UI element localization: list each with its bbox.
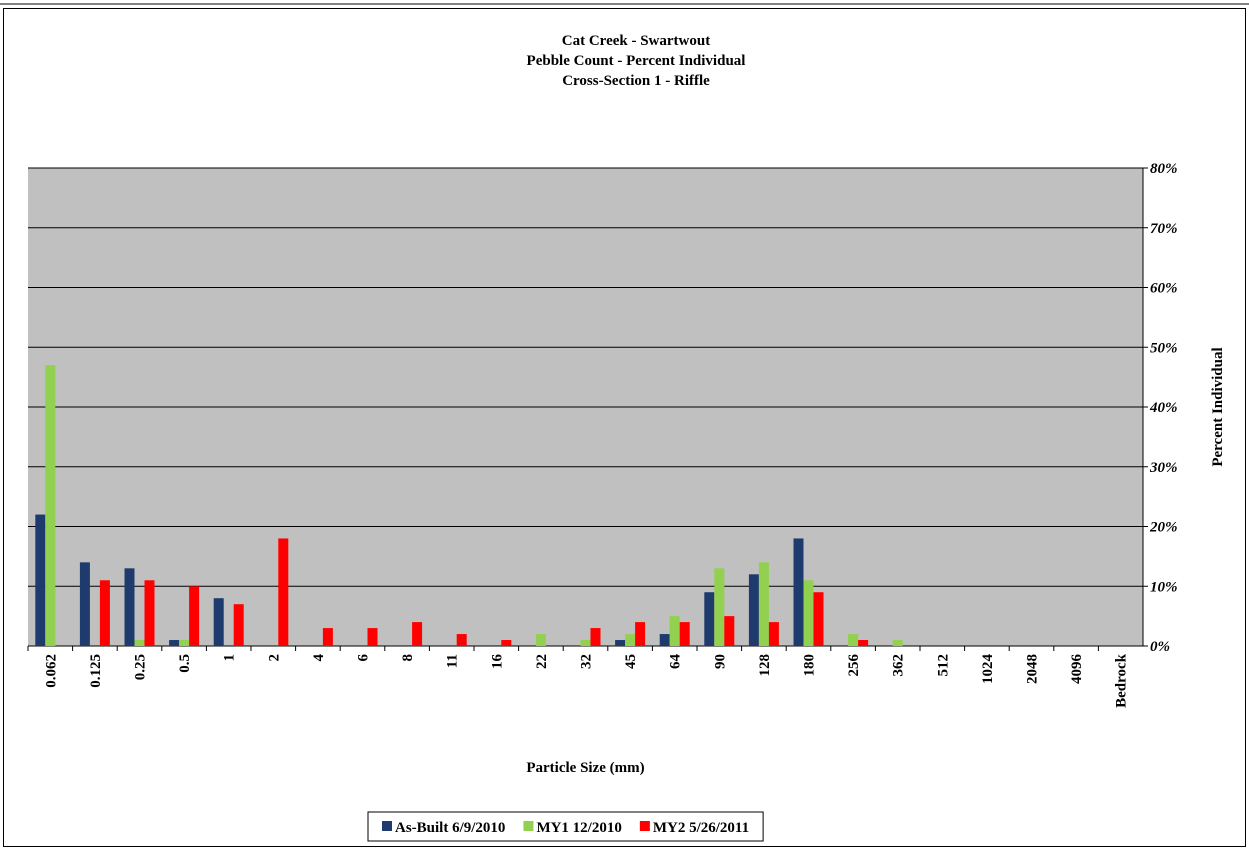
legend-label: MY2 5/26/2011 [653,820,749,836]
x-tick-label: 8 [400,654,416,662]
frame [3,8,1246,847]
bar [169,640,180,646]
x-tick-label: 6 [356,654,372,662]
bar [724,616,735,646]
bar [367,628,378,646]
x-tick-label: Bedrock [1114,653,1130,708]
bar [590,628,601,646]
x-tick-label: 45 [623,654,639,669]
x-tick-label: 0.5 [177,654,193,673]
y-tick-label: 30% [1149,460,1178,476]
bar [659,634,670,646]
x-tick-label: 0.25 [133,654,149,680]
bar [322,628,333,646]
x-tick-label: 11 [445,654,461,668]
x-tick-label: 2 [266,654,282,662]
bar [669,616,680,646]
bar [704,592,715,646]
bar [848,634,859,646]
legend-box [367,811,764,842]
bar [189,586,200,646]
bar [35,514,46,646]
bar [793,538,804,646]
bar [45,365,56,646]
x-tick-label: 1024 [980,654,996,685]
bar [813,592,824,646]
bar [714,568,725,646]
y-tick-label: 60% [1150,281,1178,297]
bar [679,622,690,646]
x-tick-label: 22 [534,654,550,669]
chart-title: Cat Creek - Swartwout [562,33,710,49]
x-tick-label: 256 [846,654,862,677]
y-tick-label: 50% [1150,340,1178,356]
y-tick-label: 0% [1150,639,1170,655]
y-tick-label: 20% [1149,520,1178,536]
bar [233,604,244,646]
bar [803,580,814,646]
legend-swatch [523,821,534,831]
bar [124,568,135,646]
x-tick-label: 90 [712,654,728,669]
legend-label: As-Built 6/9/2010 [395,820,505,836]
x-tick-label: 0.062 [43,654,59,688]
bar [278,538,289,646]
bar [758,562,769,646]
legend-swatch [382,821,392,831]
bar [892,640,903,646]
bar [501,640,512,646]
legend-swatch [639,821,650,831]
x-tick-label: 0.125 [88,654,104,688]
bar [134,640,145,646]
x-tick-label: 4 [311,654,327,662]
y-tick-label: 40% [1149,400,1178,416]
x-tick-label: 16 [489,654,505,670]
y-tick-label: 70% [1150,221,1178,237]
bar [144,580,155,646]
x-tick-label: 128 [757,654,773,677]
x-tick-label: 2048 [1025,654,1041,684]
x-tick-label: 32 [579,654,595,669]
x-tick-label: 4096 [1069,654,1085,685]
x-tick-label: 512 [935,654,951,677]
legend-label: MY1 12/2010 [536,820,621,836]
bar [179,640,190,646]
x-tick-label: 1 [222,654,238,662]
bar [625,634,636,646]
y-tick-label: 80% [1150,161,1178,177]
x-tick-label: 362 [891,654,907,677]
bar [768,622,779,646]
bar [456,634,467,646]
x-tick-label: 180 [802,654,818,677]
bar [535,634,546,646]
bar [615,640,626,646]
bar [635,622,646,646]
bar [748,574,759,646]
bar [580,640,591,646]
bar [99,580,110,646]
bar [412,622,423,646]
bar [858,640,869,646]
x-axis-title: Particle Size (mm) [526,760,644,776]
y-tick-label: 10% [1150,579,1178,595]
bar [79,562,90,646]
chart-title: Cross-Section 1 - Riffle [562,73,710,89]
x-tick-label: 64 [668,654,684,670]
chart-title: Pebble Count - Percent Individual [527,53,746,69]
bar [213,598,224,646]
y-axis-title: Percent Individual [1210,347,1226,466]
